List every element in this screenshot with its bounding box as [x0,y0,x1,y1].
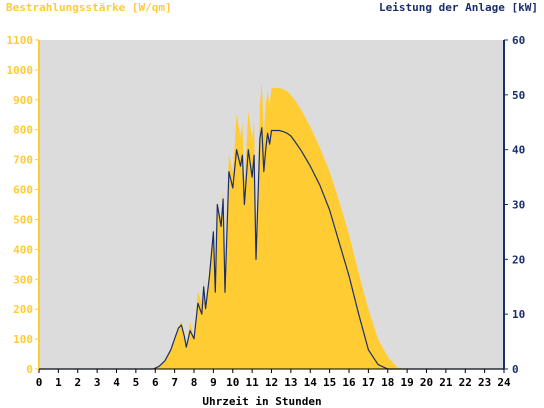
y-left-tick-label: 400 [13,243,33,256]
x-tick-label: 6 [152,376,159,389]
x-tick-label: 7 [171,376,178,389]
x-tick-label: 10 [226,376,239,389]
x-tick-label: 18 [381,376,394,389]
y-right-tick-label: 60 [512,34,525,47]
x-tick-label: 3 [94,376,101,389]
x-tick-label: 21 [439,376,453,389]
x-tick-label: 17 [362,376,375,389]
y-right-tick-label: 0 [512,363,519,376]
x-tick-label: 16 [342,376,356,389]
x-tick-label: 15 [323,376,336,389]
x-tick-label: 8 [191,376,198,389]
x-tick-label: 1 [55,376,62,389]
x-tick-label: 13 [284,376,297,389]
power-line [39,127,504,370]
x-tick-label: 20 [420,376,433,389]
y-left-tick-label: 900 [13,94,33,107]
y-left-tick-label: 700 [13,154,33,167]
y-left-tick-label: 1000 [7,64,34,77]
right-axis-title: Leistung der Anlage [kW] [379,1,538,14]
x-tick-label: 22 [459,376,472,389]
series-layer [39,81,504,370]
x-tick-label: 23 [478,376,491,389]
x-tick-label: 4 [113,376,120,389]
ticks-layer: 0 1 2 3 4 5 6 7 8 9 10 11 12 13 14 15 16 17 18 19 20 21 22 23 24… [7,34,526,389]
x-tick-label: 11 [246,376,260,389]
y-right-tick-label: 30 [512,199,525,212]
x-tick-label: 14 [304,376,318,389]
y-right-tick-label: 20 [512,253,525,266]
left-axis-title: Bestrahlungsstärke [W/qm] [6,1,172,14]
irradiance-area [39,81,504,370]
x-tick-label: 19 [401,376,414,389]
x-tick-label: 24 [497,376,511,389]
y-left-tick-label: 100 [13,333,33,346]
y-right-tick-label: 40 [512,144,525,157]
y-left-tick-label: 600 [13,184,33,197]
y-left-tick-label: 200 [13,303,33,316]
x-tick-label: 2 [74,376,81,389]
y-left-tick-label: 0 [26,363,33,376]
y-right-tick-label: 10 [512,308,525,321]
y-left-tick-label: 800 [13,124,33,137]
x-tick-label: 9 [210,376,217,389]
x-tick-label: 0 [36,376,43,389]
y-left-tick-label: 500 [13,213,33,226]
x-tick-label: 5 [133,376,140,389]
y-left-tick-label: 1100 [7,34,34,47]
x-axis-label: Uhrzeit in Stunden [202,395,321,408]
y-right-tick-label: 50 [512,89,525,102]
y-left-tick-label: 300 [13,273,33,286]
x-tick-label: 12 [265,376,278,389]
